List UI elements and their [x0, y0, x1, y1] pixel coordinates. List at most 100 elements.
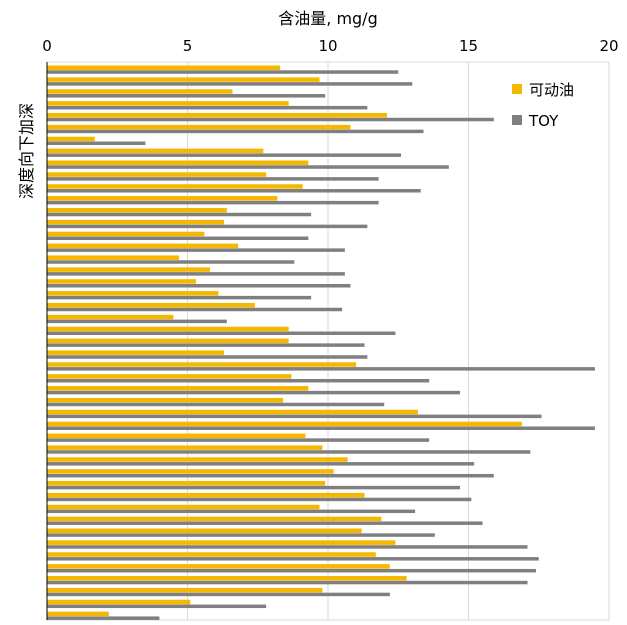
bar-toy [47, 367, 595, 371]
bar-toy [47, 200, 379, 205]
bar-toy [47, 331, 396, 335]
x-tick-label: 10 [318, 37, 337, 55]
bar-movable-oil [47, 564, 390, 569]
bar-movable-oil [47, 492, 365, 498]
bar-movable-oil [47, 148, 264, 154]
bar-movable-oil [47, 65, 281, 70]
bar-toy [47, 212, 312, 217]
bar-toy [47, 105, 368, 110]
bar-toy [47, 557, 539, 561]
bar-toy [47, 307, 343, 312]
x-tick-label: 0 [42, 37, 52, 55]
bar-movable-oil [47, 504, 320, 510]
bar-movable-oil [47, 599, 191, 605]
bar-movable-oil [47, 433, 306, 439]
bar-movable-oil [47, 528, 362, 534]
bar-toy [47, 319, 227, 324]
bar-movable-oil [47, 421, 522, 427]
bar-toy [47, 568, 536, 573]
bar-toy [47, 94, 326, 98]
bar-toy [47, 497, 472, 502]
bar-movable-oil [47, 302, 255, 308]
bar-movable-oil [47, 611, 109, 617]
bar-movable-oil [47, 362, 357, 367]
bar-movable-oil [47, 397, 284, 403]
bar-toy [47, 426, 595, 430]
bar-movable-oil [47, 160, 309, 165]
bar-toy [47, 343, 365, 347]
legend-label: TOY [528, 112, 559, 130]
bar-toy [47, 153, 402, 157]
bar-movable-oil [47, 540, 396, 545]
bar-toy [47, 390, 461, 395]
bar-movable-oil [47, 77, 320, 82]
x-axis-title: 含油量, mg/g [278, 9, 377, 28]
bar-toy [47, 450, 531, 454]
bar-movable-oil [47, 207, 227, 213]
legend-swatch [512, 115, 522, 125]
bar-toy [47, 177, 379, 181]
bar-toy [47, 616, 160, 620]
bar-toy [47, 580, 528, 585]
x-tick-label: 20 [599, 37, 618, 55]
bar-movable-oil [47, 386, 309, 391]
bar-toy [47, 592, 390, 597]
bar-movable-oil [47, 219, 225, 225]
x-tick-label: 5 [183, 37, 193, 55]
bar-movable-oil [47, 587, 323, 593]
bar-toy [47, 462, 475, 466]
bar-toy [47, 509, 416, 514]
bar-movable-oil [47, 291, 219, 296]
bar-movable-oil [47, 481, 326, 486]
bar-toy [47, 224, 368, 229]
bar-toy [47, 533, 435, 537]
bar-movable-oil [47, 101, 289, 106]
bar-toy [47, 414, 542, 419]
bar-movable-oil [47, 172, 267, 177]
x-tick-label: 15 [459, 37, 478, 55]
bar-movable-oil [47, 338, 289, 344]
bar-movable-oil [47, 124, 351, 130]
bar-toy [47, 378, 430, 383]
bar-toy [47, 438, 430, 442]
bar-movable-oil [47, 350, 225, 355]
bar-toy [47, 189, 421, 193]
bar-movable-oil [47, 89, 233, 94]
legend: 可动油 TOY [512, 81, 574, 130]
bar-toy [47, 604, 267, 609]
bar-movable-oil [47, 409, 418, 415]
bar-movable-oil [47, 516, 382, 522]
bar-movable-oil [47, 457, 348, 462]
bar-movable-oil [47, 231, 205, 237]
bar-toy [47, 129, 424, 134]
x-tick-labels: 0 5 10 15 20 [42, 37, 618, 55]
bars-group [47, 65, 595, 620]
bar-toy [47, 141, 146, 146]
bar-toy [47, 284, 351, 288]
bar-movable-oil [47, 243, 239, 249]
legend-label: 可动油 [529, 81, 574, 99]
bar-toy [47, 402, 385, 407]
bar-movable-oil [47, 112, 388, 118]
bar-movable-oil [47, 136, 95, 142]
bar-toy [47, 236, 309, 241]
bar-toy [47, 117, 494, 122]
bar-movable-oil [47, 279, 196, 284]
bar-toy [47, 70, 399, 74]
bar-toy [47, 545, 528, 549]
bar-movable-oil [47, 576, 407, 581]
bar-movable-oil [47, 184, 303, 189]
bar-toy [47, 248, 345, 252]
bar-toy [47, 82, 413, 86]
bar-toy [47, 485, 461, 490]
bar-movable-oil [47, 196, 278, 201]
bar-movable-oil [47, 445, 323, 450]
bar-movable-oil [47, 552, 376, 557]
bar-toy [47, 355, 368, 359]
legend-swatch [512, 84, 522, 94]
bar-movable-oil [47, 267, 210, 272]
bar-movable-oil [47, 255, 180, 260]
bar-movable-oil [47, 314, 174, 320]
bar-movable-oil [47, 374, 292, 379]
